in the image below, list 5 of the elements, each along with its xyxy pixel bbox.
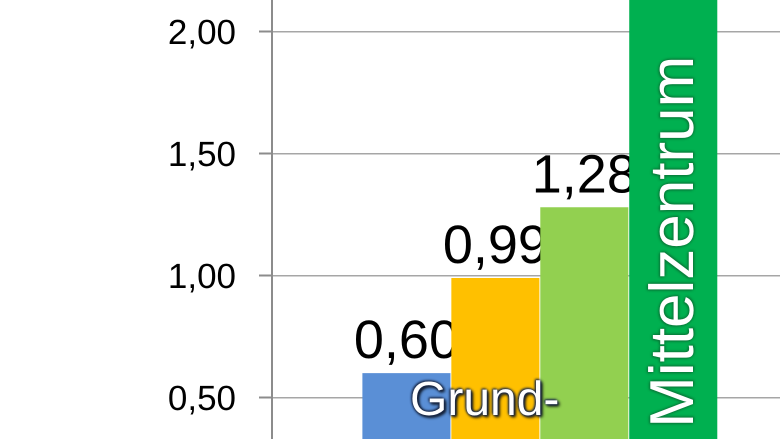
y-tick-label: 2,00 xyxy=(168,12,236,52)
y-tick-label: 1,00 xyxy=(168,256,236,296)
y-tick-label: 0,50 xyxy=(168,378,236,418)
annotation: Mittelzentrum xyxy=(638,56,707,428)
y-tick-label: 1,50 xyxy=(168,134,236,174)
